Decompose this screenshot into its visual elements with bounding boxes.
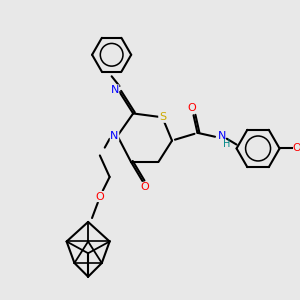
- Text: O: O: [293, 143, 300, 154]
- Text: O: O: [187, 103, 196, 113]
- Text: O: O: [95, 191, 104, 202]
- Text: H: H: [223, 139, 230, 148]
- Text: S: S: [159, 112, 166, 122]
- Text: N: N: [218, 131, 226, 141]
- Text: N: N: [110, 131, 119, 141]
- Text: O: O: [140, 182, 149, 192]
- Text: N: N: [110, 85, 119, 95]
